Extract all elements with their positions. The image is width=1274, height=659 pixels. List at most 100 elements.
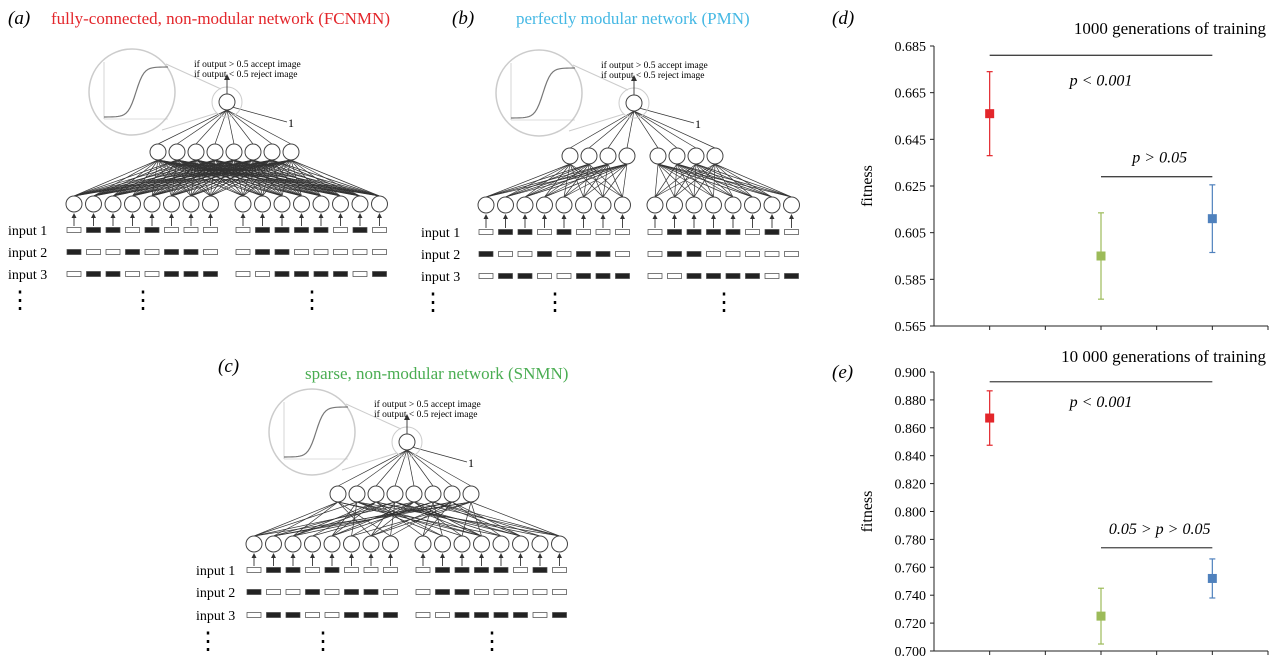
input-hidden-connections bbox=[73, 159, 380, 197]
pixel-off bbox=[246, 567, 262, 573]
input-node bbox=[705, 196, 722, 214]
y-tick-label: 0.740 bbox=[895, 589, 927, 604]
connection-line bbox=[157, 109, 228, 145]
pixel-off bbox=[513, 567, 528, 573]
pixel-on bbox=[686, 251, 702, 257]
pixel-off bbox=[294, 249, 309, 255]
input-arrowhead bbox=[130, 213, 135, 218]
pixel-off bbox=[344, 567, 359, 573]
panel-c-letter: (c) bbox=[218, 356, 239, 377]
input-arrowhead bbox=[503, 214, 508, 219]
pixel-on bbox=[274, 271, 290, 277]
pixel-off bbox=[537, 229, 552, 235]
bias-connection bbox=[411, 446, 468, 463]
pixel-off bbox=[235, 227, 251, 233]
connection-line bbox=[226, 109, 235, 145]
hidden-node bbox=[168, 143, 186, 161]
hidden-output-connections bbox=[337, 449, 472, 487]
pixel-off bbox=[474, 589, 489, 595]
pixel-off bbox=[478, 273, 494, 279]
connection-line bbox=[226, 109, 273, 145]
input-row-label: input 1 bbox=[196, 564, 235, 579]
input-row-label: input 1 bbox=[421, 226, 460, 241]
connection-line bbox=[633, 110, 716, 149]
input-arrowhead bbox=[71, 213, 77, 218]
connection-line bbox=[273, 501, 339, 537]
output-node bbox=[625, 94, 643, 112]
vertical-ellipsis: ⋮ bbox=[196, 629, 220, 655]
pixel-off bbox=[706, 251, 721, 257]
data-point bbox=[985, 109, 995, 119]
pixel-on bbox=[255, 249, 270, 255]
connection-line bbox=[157, 159, 211, 197]
input-row-label: input 3 bbox=[8, 268, 47, 283]
input-node bbox=[124, 195, 141, 213]
connection-line bbox=[253, 501, 339, 537]
pixel-on bbox=[383, 612, 398, 618]
significance-label: p > 0.05 bbox=[1131, 150, 1187, 167]
input-arrowhead bbox=[440, 553, 445, 558]
pixel-off bbox=[363, 567, 379, 573]
output-arrowhead bbox=[224, 74, 230, 80]
connection-line bbox=[112, 159, 159, 197]
hidden-node bbox=[618, 147, 636, 165]
pixel-on bbox=[706, 273, 721, 279]
input-node bbox=[163, 195, 180, 213]
chart-title: 10 000 generations of training bbox=[1061, 347, 1266, 366]
input-node bbox=[477, 196, 495, 214]
pixel-on bbox=[285, 612, 301, 618]
connection-line bbox=[73, 159, 159, 197]
connection-line bbox=[375, 449, 408, 487]
pixel-off bbox=[255, 271, 270, 277]
connection-line bbox=[157, 159, 192, 197]
pixel-off bbox=[478, 229, 494, 235]
input-node bbox=[685, 196, 703, 214]
connection-line bbox=[337, 501, 391, 537]
input-arrowhead bbox=[620, 214, 625, 219]
pixel-on bbox=[706, 229, 721, 235]
pixel-off bbox=[532, 612, 548, 618]
connection-line bbox=[176, 159, 380, 197]
panel-e-letter: (e) bbox=[832, 362, 853, 383]
pixel-on bbox=[493, 567, 509, 573]
input-arrowhead bbox=[149, 213, 155, 218]
pixel-on bbox=[474, 567, 489, 573]
connection-line bbox=[633, 110, 697, 149]
y-tick-label: 0.900 bbox=[895, 366, 927, 381]
pixel-on bbox=[363, 612, 379, 618]
hidden-node bbox=[367, 485, 385, 503]
input-node bbox=[497, 196, 514, 214]
input-node bbox=[284, 535, 302, 553]
pixel-on bbox=[764, 229, 780, 235]
connection-line bbox=[714, 163, 792, 198]
data-point bbox=[1096, 251, 1106, 261]
pixel-off bbox=[537, 273, 552, 279]
connection-line bbox=[214, 159, 380, 197]
significance-label: p < 0.001 bbox=[1069, 394, 1133, 411]
pixel-off bbox=[203, 249, 218, 255]
input-node bbox=[434, 535, 451, 553]
input-node bbox=[551, 535, 568, 553]
y-tick-label: 0.585 bbox=[895, 273, 927, 288]
output-accept-rule: if output > 0.5 accept image bbox=[601, 60, 708, 71]
hidden-node bbox=[580, 147, 598, 165]
connection-line bbox=[657, 163, 695, 198]
input-node bbox=[343, 535, 360, 553]
pixel-on bbox=[517, 273, 533, 279]
input-node bbox=[293, 195, 310, 213]
pixel-on bbox=[725, 273, 741, 279]
input-arrowhead bbox=[110, 213, 116, 218]
pixel-on bbox=[454, 567, 470, 573]
pixel-off bbox=[183, 227, 199, 233]
connection-line bbox=[569, 163, 623, 198]
input-hidden-connections bbox=[253, 501, 560, 537]
pixel-on bbox=[324, 567, 340, 573]
y-tick-label: 0.800 bbox=[895, 506, 927, 521]
panel-d-letter: (d) bbox=[832, 8, 854, 29]
input-node bbox=[473, 535, 490, 553]
pixel-off bbox=[784, 229, 799, 235]
connection-line bbox=[292, 501, 339, 537]
input-node bbox=[453, 535, 471, 553]
pixel-on bbox=[517, 229, 533, 235]
